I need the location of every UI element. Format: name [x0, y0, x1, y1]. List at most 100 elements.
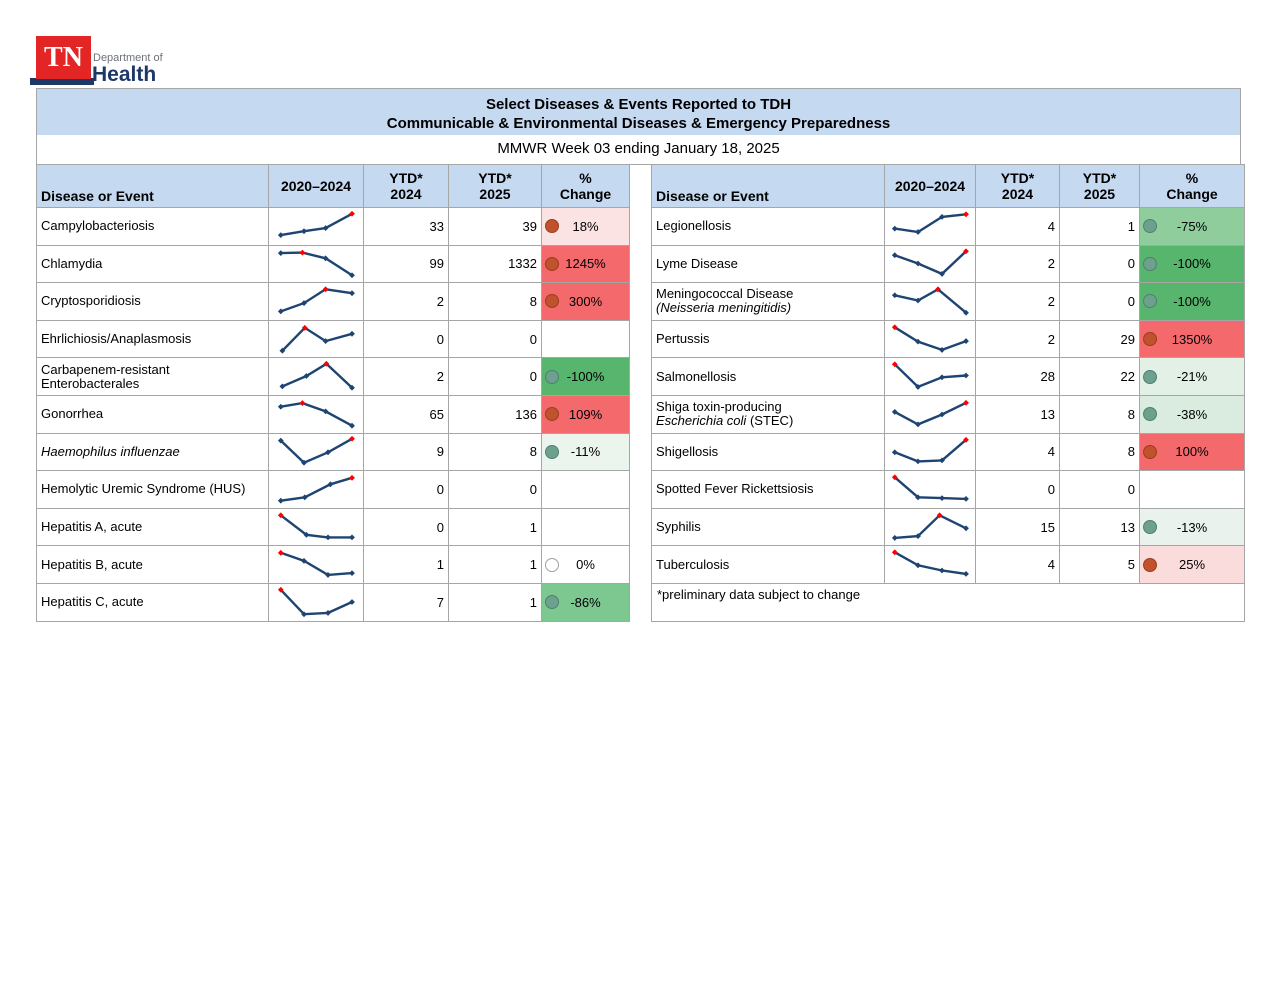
- ytd-2024-cell: 15: [975, 507, 1060, 547]
- disease-name-line: Pertussis: [656, 332, 880, 346]
- percent-change-cell: -100%: [1139, 282, 1245, 321]
- col-header-ytd-2025-line2: 2025: [479, 186, 511, 202]
- sparkline-peak-marker: [349, 436, 355, 443]
- footnote: *preliminary data subject to change: [651, 582, 1245, 622]
- ytd-2024-cell: 4: [975, 432, 1060, 472]
- trend-cell: [268, 394, 364, 434]
- trend-cell: [884, 545, 976, 584]
- sparkline-peak-marker: [322, 286, 329, 293]
- disease-name: Hemolytic Uremic Syndrome (HUS): [41, 481, 246, 497]
- table-row: Legionellosis 4 1 -75%: [651, 207, 1245, 246]
- disease-name-cell: Salmonellosis: [651, 357, 885, 396]
- change-direction-dot: [1143, 294, 1157, 309]
- disease-name: Carbapenem-resistant: [41, 361, 170, 377]
- trend-cell: [268, 319, 364, 359]
- disease-name-line: Chlamydia: [41, 256, 264, 271]
- sparkline-peak-marker: [277, 511, 284, 518]
- change-direction-dot: [1143, 369, 1157, 384]
- sparkline-peak-marker: [299, 250, 306, 256]
- col-header-ytd-2024: YTD* 2024: [363, 164, 449, 208]
- disease-name-line: Hepatitis A, acute: [41, 520, 264, 534]
- sparkline-peak-marker: [277, 550, 284, 556]
- trend-cell: [884, 207, 976, 246]
- trend-cell: [884, 394, 976, 434]
- sparkline-marker: [277, 497, 284, 504]
- logo-health: Health: [92, 63, 157, 86]
- sparkline-peak-marker: [349, 474, 355, 481]
- table-row: Spotted Fever Rickettsiosis 0 0: [651, 470, 1245, 509]
- sparkline-marker: [891, 449, 898, 456]
- disease-name-line: Cryptosporidiosis: [41, 294, 264, 308]
- percent-change-value: -75%: [1176, 218, 1208, 234]
- trend-cell: [268, 432, 364, 472]
- change-direction-dot: [1143, 407, 1157, 422]
- sparkline-marker: [915, 338, 921, 345]
- percent-change-cell: [1139, 470, 1245, 509]
- sparkline-marker: [322, 255, 329, 262]
- change-direction-dot: [545, 219, 559, 234]
- ytd-2025-cell: 29: [1059, 319, 1140, 359]
- percent-change-value: 1245%: [565, 256, 606, 272]
- disease-name: Pertussis: [656, 331, 710, 347]
- ytd-2024-cell: 13: [975, 394, 1060, 434]
- col-header-ytd-2025-line1: YTD*: [478, 170, 512, 186]
- disease-name: (Neisseria meningitidis): [656, 300, 792, 316]
- table-row: Gonorrhea 65 136 109%: [36, 394, 630, 434]
- change-direction-dot: [1143, 256, 1157, 271]
- disease-name-line: Shiga toxin-producing: [656, 400, 880, 414]
- table-row: Pertussis 2 29 1350%: [651, 319, 1245, 359]
- trend-sparkline: [277, 286, 355, 315]
- trend-sparkline: [891, 361, 969, 390]
- tn-logo-text: TN: [44, 41, 83, 73]
- sparkline-marker: [322, 408, 329, 415]
- table-row: Ehrlichiosis/Anaplasmosis 0 0: [36, 319, 630, 359]
- trend-cell: [884, 282, 976, 321]
- sparkline-marker: [963, 309, 969, 316]
- change-direction-dot: [545, 557, 559, 572]
- percent-change-cell: 109%: [541, 394, 630, 434]
- sparkline-marker: [349, 534, 355, 540]
- disease-name-cell: Gonorrhea: [36, 394, 269, 434]
- percent-change-value: -100%: [566, 369, 605, 385]
- disease-name: Salmonellosis: [656, 368, 737, 384]
- col-header-ytd-2024-line1: YTD*: [1000, 170, 1035, 186]
- ytd-2024-cell: 28: [975, 357, 1060, 396]
- trend-sparkline: [891, 399, 969, 428]
- percent-change-value: -86%: [570, 594, 601, 610]
- trend-sparkline: [891, 511, 969, 541]
- ytd-2024-cell: 2: [363, 282, 449, 321]
- disease-name-cell: Tuberculosis: [651, 545, 885, 584]
- disease-name: Lyme Disease: [656, 255, 738, 271]
- ytd-2025-cell: 0: [448, 357, 542, 396]
- disease-name: Haemophilus influenzae: [41, 443, 180, 459]
- trend-sparkline: [277, 474, 355, 504]
- sparkline-marker: [277, 231, 284, 238]
- sparkline-marker: [303, 531, 310, 538]
- disease-name-line: Hepatitis C, acute: [41, 595, 264, 609]
- percent-change-cell: -75%: [1139, 207, 1245, 246]
- disease-name: Campylobacteriosis: [41, 218, 155, 234]
- table-row: Hepatitis C, acute 7 1 -86%: [36, 582, 630, 622]
- percent-change-value: 109%: [568, 406, 603, 422]
- sparkline-marker: [277, 250, 284, 257]
- ytd-2024-cell: 2: [975, 244, 1060, 284]
- disease-name-cell: Shiga toxin-producing Escherichia coli (S…: [651, 394, 885, 434]
- disease-table-right: Disease or Event 2020–2024 YTD* 2024 YTD* 202…: [651, 164, 1245, 622]
- sparkline-peak-marker: [936, 511, 943, 518]
- sparkline-marker: [301, 611, 307, 617]
- percent-change-cell: -100%: [1139, 244, 1245, 284]
- disease-name-line: Shigellosis: [656, 444, 880, 459]
- sparkline-marker: [939, 567, 945, 574]
- ytd-2024-cell: 9: [363, 432, 449, 472]
- sparkline-marker: [279, 347, 286, 354]
- sparkline-marker: [963, 337, 969, 344]
- col-header-ytd-2024: YTD* 2024: [975, 164, 1060, 208]
- col-header-ytd-2024-line2: 2024: [1001, 186, 1034, 202]
- sparkline-marker: [915, 494, 921, 501]
- change-direction-dot: [545, 407, 559, 422]
- percent-change-value: 18%: [572, 218, 599, 234]
- sparkline-marker: [891, 292, 898, 299]
- disease-name-line: Lyme Disease: [656, 255, 880, 271]
- disease-name-line: Tuberculosis: [656, 557, 880, 572]
- sparkline-marker: [939, 346, 945, 353]
